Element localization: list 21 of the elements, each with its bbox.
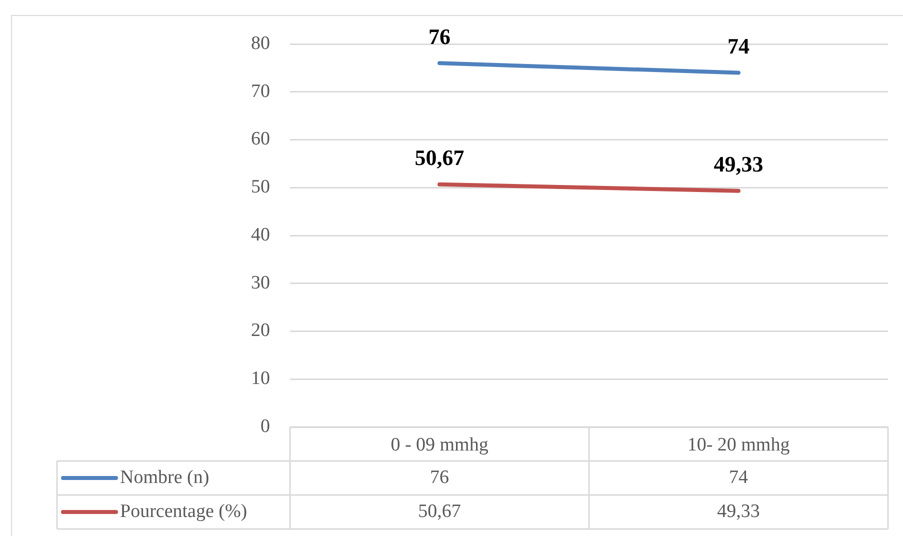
- y-tick-label: 70: [251, 80, 270, 102]
- legend-label: Nombre (n): [120, 466, 210, 488]
- y-tick-label: 30: [251, 272, 270, 294]
- x-tick-label: 10- 20 mmhg: [687, 434, 790, 456]
- x-tick-label: 0 - 09 mmhg: [390, 434, 489, 456]
- y-tick-label: 20: [251, 320, 270, 342]
- y-tick-label: 40: [251, 224, 270, 246]
- text: 76: [428, 24, 450, 49]
- y-tick-label: 0: [260, 416, 270, 437]
- y-tick-label: 10: [251, 368, 270, 390]
- data-label: 76: [430, 466, 449, 488]
- text: 74: [728, 33, 750, 58]
- legend-label: Pourcentage (%): [120, 500, 248, 522]
- data-label: 50,67: [418, 500, 461, 522]
- y-tick-label: 50: [251, 176, 270, 198]
- data-label: 49,33: [717, 500, 760, 522]
- data-label: 74: [729, 466, 748, 488]
- y-tick-label: 80: [251, 32, 270, 54]
- text: 49,33: [714, 152, 764, 177]
- y-tick-label: 60: [251, 128, 270, 150]
- text: 50,67: [414, 145, 464, 170]
